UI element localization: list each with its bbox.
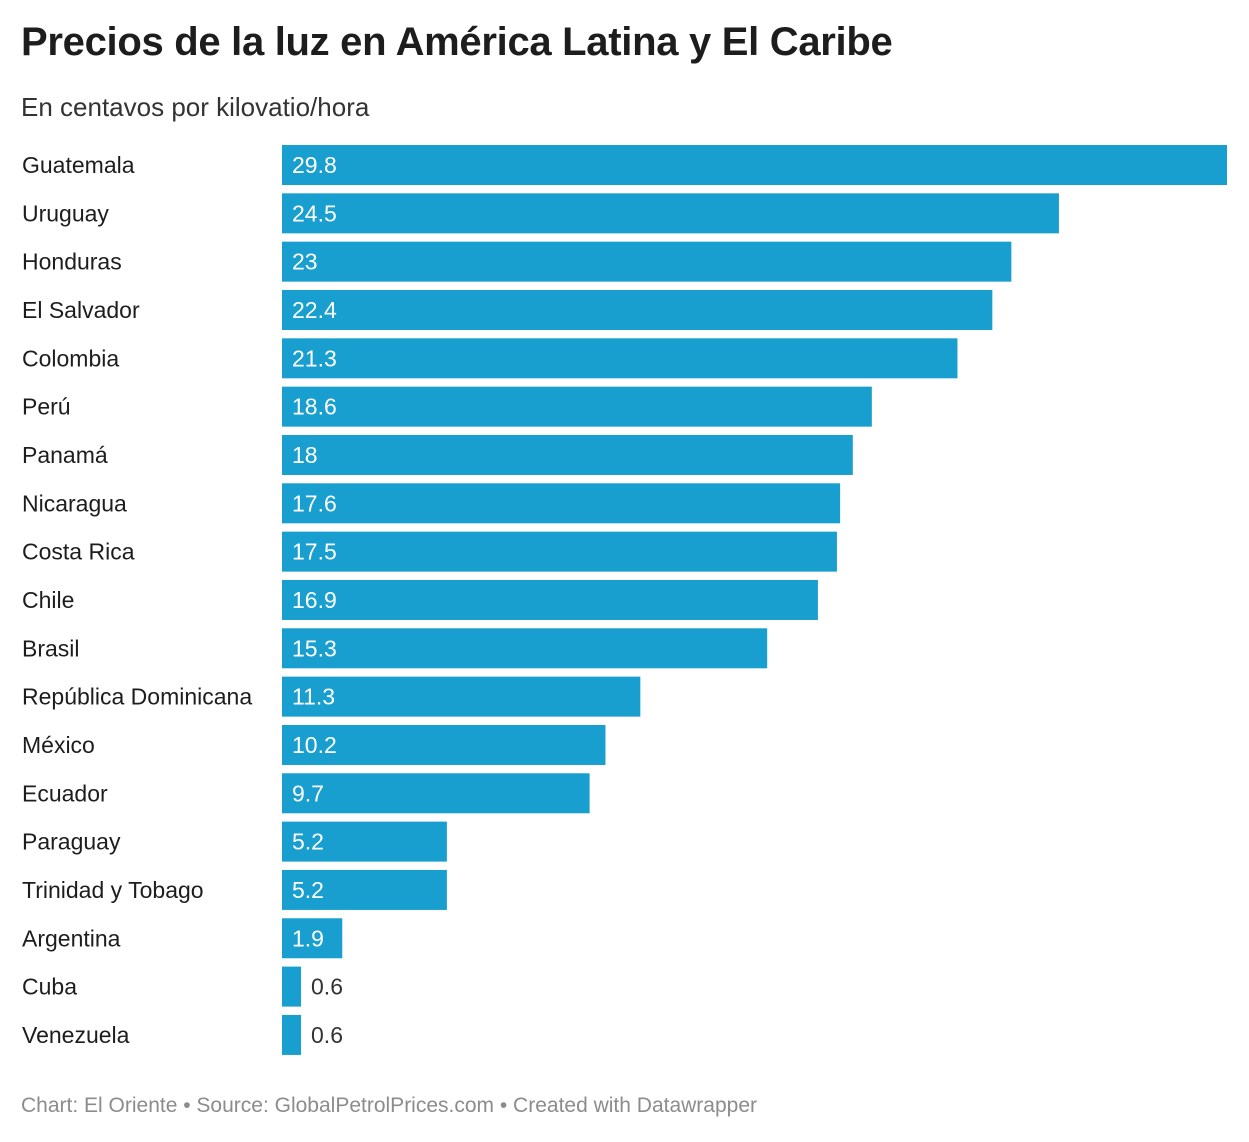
value-label: 0.6 (311, 974, 343, 1000)
value-label: 5.2 (292, 877, 324, 903)
value-label: 9.7 (292, 780, 324, 806)
value-label: 18 (292, 442, 318, 468)
bar (282, 579, 818, 620)
chart-footer: Chart: El Oriente • Source: GlobalPetrol… (21, 1094, 758, 1117)
category-label: Trinidad y Tobago (22, 877, 204, 903)
category-label: Argentina (22, 925, 121, 951)
category-label: Uruguay (22, 200, 109, 226)
bar (282, 386, 872, 427)
value-label: 17.6 (292, 490, 337, 516)
category-label: Brasil (22, 635, 80, 661)
bar (282, 531, 837, 572)
category-label: Guatemala (22, 152, 135, 178)
bar (282, 434, 853, 475)
bar (282, 966, 302, 1007)
bar (282, 676, 641, 717)
bar (282, 821, 447, 862)
bar (282, 289, 993, 330)
value-label: 5.2 (292, 829, 324, 855)
bar (282, 145, 1227, 185)
bar (282, 869, 447, 910)
value-label: 29.8 (292, 152, 337, 178)
category-label: Colombia (22, 345, 119, 371)
value-label: 16.9 (292, 587, 337, 613)
category-label: Honduras (22, 249, 122, 275)
bar (282, 241, 1012, 282)
bar (282, 338, 958, 379)
category-label: El Salvador (22, 297, 140, 323)
category-label: Perú (22, 394, 71, 420)
category-label: Cuba (22, 974, 77, 1000)
value-label: 18.6 (292, 394, 337, 420)
value-label: 17.5 (292, 539, 337, 565)
value-label: 10.2 (292, 732, 337, 758)
value-label: 22.4 (292, 297, 337, 323)
bar (282, 483, 841, 524)
bar (282, 1014, 302, 1055)
value-label: 23 (292, 249, 318, 275)
value-label: 15.3 (292, 635, 337, 661)
value-label: 21.3 (292, 345, 337, 371)
bar (282, 628, 768, 669)
category-label: Panamá (22, 442, 108, 468)
bar (282, 918, 343, 959)
category-label: República Dominicana (22, 684, 252, 710)
bar (282, 193, 1059, 234)
category-label: Paraguay (22, 829, 121, 855)
category-label: Ecuador (22, 780, 108, 806)
value-label: 11.3 (292, 684, 335, 710)
value-label: 1.9 (292, 925, 324, 951)
bar (282, 724, 606, 765)
value-label: 0.6 (311, 1022, 343, 1048)
chart-title: Precios de la luz en América Latina y El… (21, 20, 893, 64)
bar (282, 773, 590, 814)
category-label: Costa Rica (22, 539, 135, 565)
chart-subtitle: En centavos por kilovatio/hora (21, 92, 370, 122)
category-label: Chile (22, 587, 74, 613)
category-label: Venezuela (22, 1022, 130, 1048)
category-label: Nicaragua (22, 490, 127, 516)
category-label: México (22, 732, 95, 758)
value-label: 24.5 (292, 200, 337, 226)
